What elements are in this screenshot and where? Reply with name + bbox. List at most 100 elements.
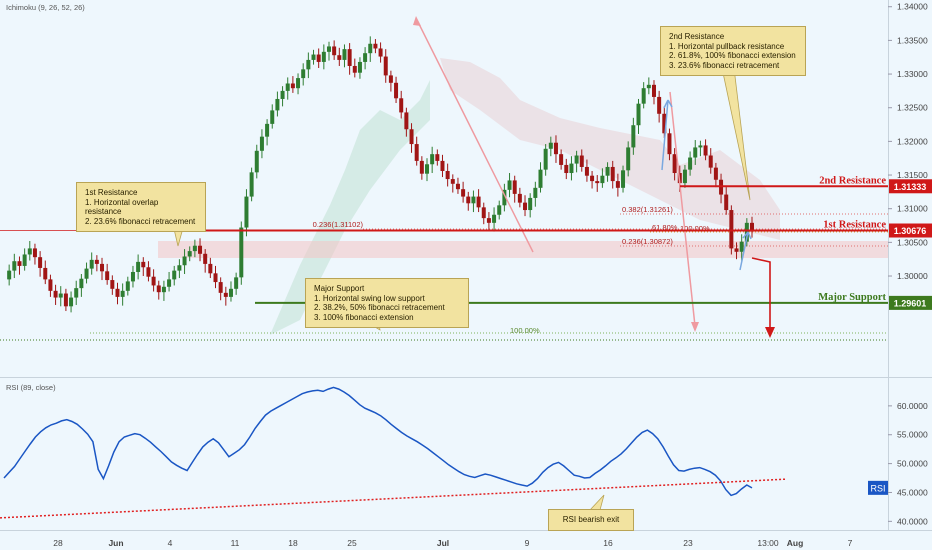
candle-body [698, 145, 703, 148]
candle-body [528, 197, 533, 211]
candle-body [280, 90, 285, 99]
candle-body [636, 103, 641, 126]
candle-body [404, 112, 409, 130]
price-tick-label: 1.33000 [897, 69, 928, 79]
candle-body [177, 265, 182, 271]
candle-body [48, 279, 53, 291]
candle-body [600, 175, 605, 184]
candle-body [703, 145, 708, 156]
candle-body [265, 123, 270, 137]
major-support-callout: Major Support 1. Horizontal swing low su… [305, 278, 469, 328]
candle-body [316, 54, 321, 62]
candle-body [595, 181, 600, 184]
candle-body [610, 166, 615, 182]
candle-body [363, 53, 368, 62]
candle-body [502, 189, 507, 206]
candle-body [512, 180, 517, 194]
level-label: 2nd Resistance [819, 175, 886, 186]
projection-arrow-red [751, 257, 771, 330]
candle-body [667, 133, 672, 155]
candle-body [445, 170, 450, 180]
candle-body [223, 292, 228, 297]
candle-body [228, 288, 233, 297]
candle-body [672, 154, 677, 174]
candle-body [615, 181, 620, 188]
candle-body [481, 207, 486, 219]
candle-body [455, 183, 460, 190]
candle-body [559, 154, 564, 165]
candle-body [388, 75, 393, 83]
rsi-tick-label: 55.0000 [897, 430, 928, 440]
candle-body [564, 164, 569, 174]
candle-body [414, 144, 419, 161]
time-tick-label: 25 [347, 538, 357, 548]
candle-body [399, 98, 404, 113]
time-tick-label: 13:00 [757, 538, 779, 548]
candle-body [94, 259, 99, 264]
candle-body [538, 169, 543, 188]
candle-body [22, 254, 27, 266]
ichimoku-cloud-bull [270, 80, 430, 335]
candle-body [12, 261, 17, 271]
level-label: 1st Resistance [823, 220, 886, 231]
candle-body [306, 59, 311, 70]
candle-body [708, 155, 713, 168]
time-tick-label: Aug [787, 538, 804, 548]
candle-body [115, 288, 120, 297]
ichimoku-legend[interactable]: Ichimoku (9, 26, 52, 26) [6, 3, 85, 12]
candle-body [234, 277, 239, 289]
candle-body [533, 187, 538, 198]
candle-body [739, 241, 744, 252]
candle-body [724, 194, 729, 211]
candle-body [435, 154, 440, 161]
candle-body [74, 288, 79, 298]
rsi-line [3, 386, 753, 497]
candle-body [373, 43, 378, 49]
candle-body [337, 55, 342, 60]
candle-body [58, 293, 63, 298]
candle-body [156, 285, 161, 293]
candle-body [198, 245, 203, 254]
candle-body [492, 214, 497, 223]
price-tick-label: 1.32000 [897, 136, 928, 146]
level-label: Major Support [818, 292, 886, 303]
level-price-label: 1.30676 [894, 226, 927, 236]
price-tick-label: 1.31500 [897, 170, 928, 180]
time-tick-label: 7 [848, 538, 853, 548]
rsi-badge-label: RSI [870, 483, 885, 493]
candle-body [141, 261, 146, 268]
candle-body [548, 142, 553, 149]
rsi-badge [868, 480, 888, 495]
rsi-tick-label: 45.0000 [897, 487, 928, 497]
candle-body [130, 271, 135, 282]
candle-body [342, 49, 347, 60]
candle-body [646, 84, 651, 89]
fib-label: 0.236(1.30872) [622, 237, 673, 246]
candle-body [394, 82, 399, 99]
candle-body [352, 65, 357, 73]
candle-body [682, 169, 687, 184]
candle-body [167, 279, 172, 287]
candle-body [192, 245, 197, 252]
candle-body [110, 280, 115, 289]
candle-body [713, 167, 718, 180]
time-tick-label: 23 [683, 538, 693, 548]
first-resistance-callout: 1st Resistance 1. Horizontal overlap res… [76, 182, 206, 232]
price-tick-label: 1.33500 [897, 35, 928, 45]
candle-body [172, 270, 177, 280]
candle-body [621, 170, 626, 188]
candle-body [734, 248, 739, 252]
candle-body [461, 189, 466, 197]
candle-body [326, 46, 331, 52]
candle-body [590, 175, 595, 182]
rsi-legend[interactable]: RSI (89, close) [6, 383, 56, 392]
candle-body [486, 218, 491, 223]
level-price-badge [889, 179, 932, 194]
trend-arrow-down [417, 21, 534, 253]
candle-body [136, 261, 141, 272]
candle-body [301, 69, 306, 79]
second-resistance-callout: 2nd Resistance 1. Horizontal pullback re… [660, 26, 806, 76]
candle-body [89, 259, 94, 269]
candle-body [553, 142, 558, 155]
